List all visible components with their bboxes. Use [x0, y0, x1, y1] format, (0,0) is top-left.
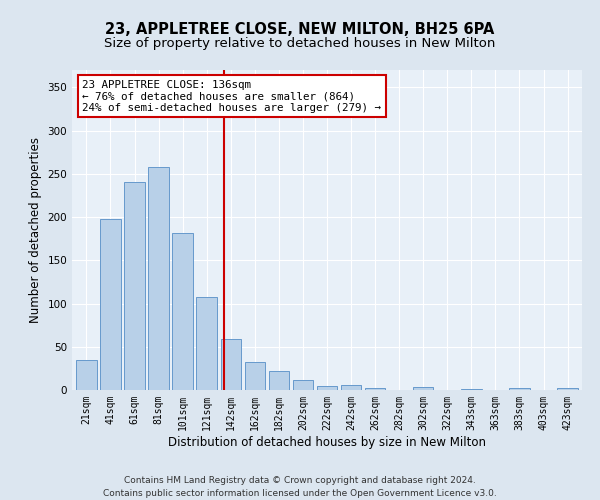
Text: Size of property relative to detached houses in New Milton: Size of property relative to detached ho…: [104, 38, 496, 51]
Bar: [76, 360, 97, 390]
Bar: [221, 339, 241, 390]
Bar: [100, 219, 121, 390]
Bar: [317, 386, 337, 390]
Bar: [413, 388, 433, 390]
Bar: [557, 388, 578, 390]
Bar: [172, 234, 193, 390]
Bar: [245, 362, 265, 390]
Text: Contains HM Land Registry data © Crown copyright and database right 2024.
Contai: Contains HM Land Registry data © Crown c…: [103, 476, 497, 498]
Bar: [509, 388, 530, 390]
Bar: [365, 388, 385, 390]
Y-axis label: Number of detached properties: Number of detached properties: [29, 137, 42, 323]
Text: 23, APPLETREE CLOSE, NEW MILTON, BH25 6PA: 23, APPLETREE CLOSE, NEW MILTON, BH25 6P…: [106, 22, 494, 38]
Bar: [196, 298, 217, 390]
Bar: [341, 385, 361, 390]
X-axis label: Distribution of detached houses by size in New Milton: Distribution of detached houses by size …: [168, 436, 486, 448]
Bar: [293, 380, 313, 390]
Bar: [269, 371, 289, 390]
Bar: [461, 389, 482, 390]
Text: 23 APPLETREE CLOSE: 136sqm
← 76% of detached houses are smaller (864)
24% of sem: 23 APPLETREE CLOSE: 136sqm ← 76% of deta…: [82, 80, 381, 113]
Bar: [148, 167, 169, 390]
Bar: [124, 182, 145, 390]
